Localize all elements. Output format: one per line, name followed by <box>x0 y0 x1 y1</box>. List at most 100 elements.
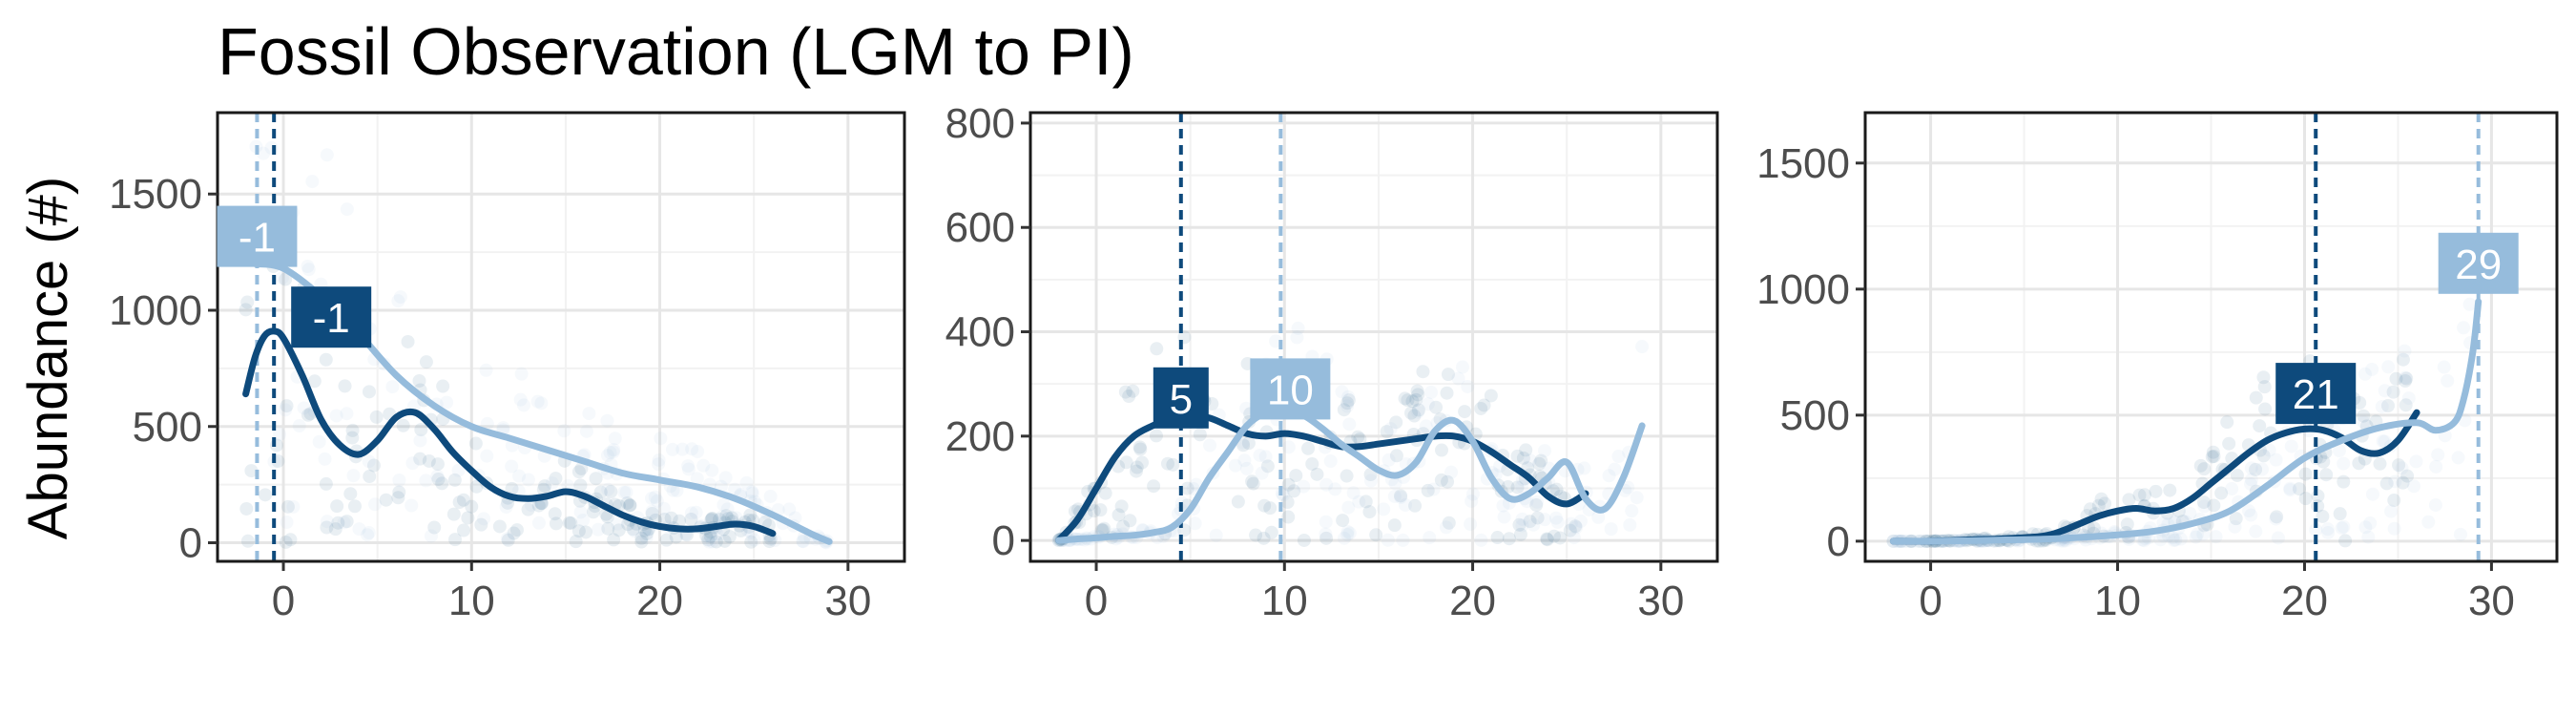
scatter-point <box>2333 507 2347 521</box>
scatter-point <box>2135 533 2150 547</box>
scatter-point <box>1439 520 1453 535</box>
scatter-point <box>2173 532 2188 546</box>
panel-background <box>1030 113 1717 561</box>
scatter-point <box>346 469 361 483</box>
scatter-point <box>1297 479 1311 494</box>
scatter-point <box>1129 464 1143 478</box>
scatter-point <box>500 532 514 546</box>
scatter-point <box>1409 392 1423 407</box>
scatter-point <box>612 523 626 537</box>
scatter-point <box>362 385 376 399</box>
scatter-point <box>796 534 810 548</box>
scatter-point <box>2357 409 2371 423</box>
scatter-point <box>1537 444 1551 458</box>
scatter-point <box>664 511 678 525</box>
scatter-point <box>691 444 705 458</box>
scatter-point <box>1477 398 1491 412</box>
scatter-point <box>2249 390 2263 405</box>
scatter-point <box>362 526 376 540</box>
scatter-point <box>1340 527 1355 541</box>
scatter-point <box>639 526 654 540</box>
scatter-point <box>1319 531 1334 545</box>
scatter-point <box>319 352 333 367</box>
x-tick-label: 10 <box>448 578 495 624</box>
x-tick-label: 30 <box>2468 578 2515 624</box>
panel-2: 0 10 20 30 0 200 400 600 800 5 10 <box>945 100 1719 624</box>
scatter-point <box>1532 456 1547 471</box>
scatter-point <box>1264 525 1278 539</box>
vline-label-light: 29 <box>2455 242 2502 288</box>
scatter-point <box>1625 504 1639 518</box>
scatter-point <box>244 464 259 478</box>
scatter-point <box>1130 460 1144 474</box>
scatter-point <box>2395 461 2409 475</box>
scatter-point <box>1604 522 1618 537</box>
scatter-point <box>1369 528 1383 542</box>
scatter-point <box>1118 385 1132 399</box>
vline-label-box-light <box>1250 358 1331 420</box>
scatter-point <box>1490 531 1505 545</box>
scatter-point <box>514 367 529 381</box>
scatter-point <box>2311 489 2325 503</box>
scatter-point <box>681 462 696 476</box>
scatter-point <box>2381 360 2396 374</box>
scatter-point <box>1340 524 1355 538</box>
scatter-point <box>701 533 716 547</box>
scatter-point <box>593 485 608 499</box>
scatter-point <box>2386 385 2400 399</box>
scatter-point <box>2431 448 2445 462</box>
scatter-point <box>1465 487 1480 501</box>
scatter-point <box>1114 499 1129 514</box>
scatter-point <box>705 463 719 477</box>
vline-label-light: -1 <box>239 215 276 262</box>
scatter-point <box>479 363 493 377</box>
scatter-point <box>301 259 315 273</box>
scatter-point <box>320 515 334 529</box>
scatter-point <box>589 472 603 486</box>
scatter-point <box>1408 498 1423 513</box>
scatter-point <box>1362 505 1377 519</box>
scatter-point <box>1564 516 1578 531</box>
scatter-point <box>1257 498 1272 513</box>
scatter-point <box>430 469 445 483</box>
scatter-point <box>2376 434 2390 449</box>
scatter-point <box>474 517 488 532</box>
scatter-point <box>619 485 634 499</box>
scatter-point <box>1527 517 1541 532</box>
scatter-point <box>2399 371 2414 386</box>
scatter-point <box>505 459 519 474</box>
scatter-point <box>328 522 343 537</box>
scatter-point <box>345 431 360 445</box>
scatter-point <box>2375 399 2389 413</box>
scatter-point <box>2399 398 2413 412</box>
scatter-point <box>286 499 301 514</box>
vline-label-box-light <box>217 205 298 267</box>
scatter-point <box>456 523 470 537</box>
scatter-point <box>469 479 484 494</box>
scatter-point <box>569 535 583 549</box>
scatter-point <box>1387 518 1402 533</box>
scatter-point <box>1335 385 1349 399</box>
scatter-point <box>1455 360 1469 374</box>
scatter-point <box>606 445 620 459</box>
scatter-point <box>492 519 507 534</box>
scatter-point <box>424 529 438 543</box>
scatter-point <box>2292 482 2306 496</box>
scatter-point <box>2257 380 2272 394</box>
scatter-point <box>1540 533 1554 547</box>
scatter-point <box>1377 502 1391 516</box>
scatter-point <box>718 471 733 485</box>
scatter-point <box>331 516 345 530</box>
scatter-point <box>340 407 354 421</box>
scatter-point <box>537 479 551 494</box>
scatter-point <box>257 146 271 160</box>
scatter-point <box>696 458 711 473</box>
y-tick-label: 1000 <box>1756 266 1850 313</box>
scatter-point <box>2319 468 2334 482</box>
scatter-point <box>634 531 649 545</box>
scatter-point <box>608 432 622 446</box>
scatter-point <box>1550 515 1565 529</box>
scatter-point <box>1290 330 1304 345</box>
scatter-point <box>1341 390 1356 404</box>
scatter-point <box>2401 391 2416 406</box>
